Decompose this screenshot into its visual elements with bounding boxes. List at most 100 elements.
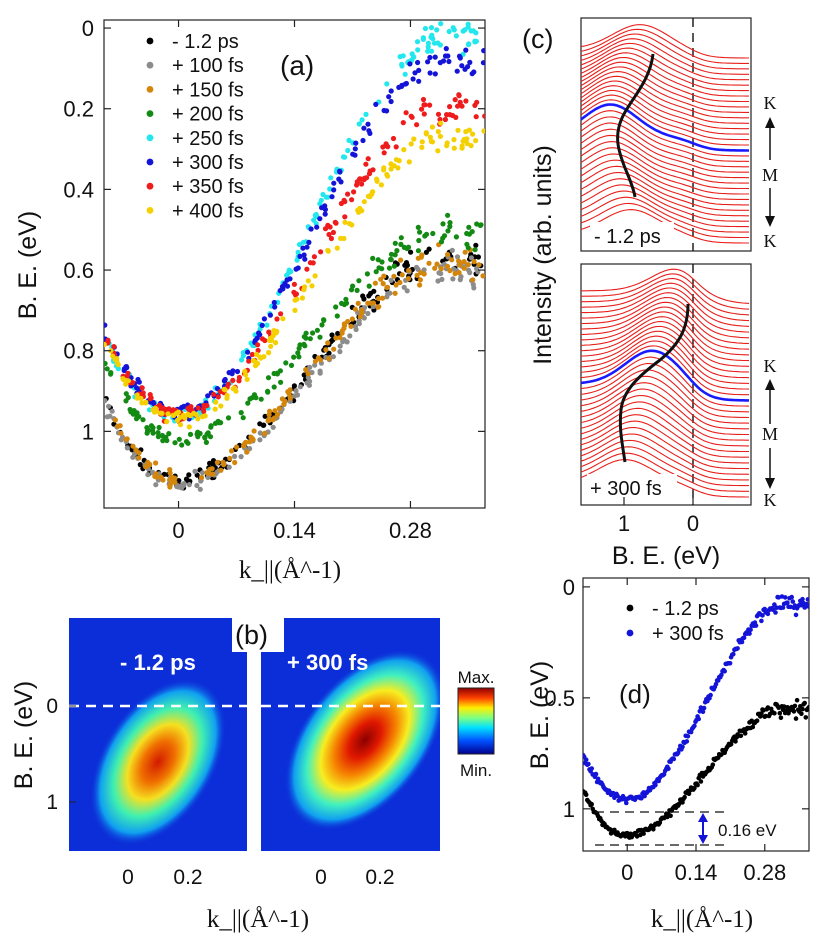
panel-a-point xyxy=(186,472,192,478)
panel-a-point xyxy=(337,349,343,355)
panel-c-top-curve xyxy=(580,99,749,146)
panel-a-point xyxy=(156,402,162,408)
panel-a-point xyxy=(139,385,145,391)
panel-a-point xyxy=(314,224,320,230)
panel-a-point xyxy=(429,139,436,145)
panel-c-bottom-curve xyxy=(580,340,750,390)
panel-a-point xyxy=(312,273,318,279)
panel-a-legend-label: + 300 fs xyxy=(172,152,244,174)
panel-c-top-curve xyxy=(580,202,749,239)
panel-a-point xyxy=(438,266,444,272)
panel-a-point xyxy=(414,272,420,278)
panel-a-point xyxy=(393,144,399,150)
panel-a-point xyxy=(252,338,258,344)
panel-c-top-curve xyxy=(580,56,749,97)
panel-a-point xyxy=(300,239,306,245)
panel-a-point xyxy=(167,467,173,473)
panel-d-point xyxy=(695,782,700,788)
panel-a-point xyxy=(278,379,284,385)
panel-d-point xyxy=(806,704,809,710)
panel-a-point xyxy=(359,117,365,123)
panel-a-point xyxy=(297,384,303,390)
panel-d-point xyxy=(748,627,753,632)
panel-a-point xyxy=(274,412,281,418)
panel-a-point xyxy=(331,187,337,193)
panel-a-point xyxy=(381,273,387,279)
panel-c-bottom-curve xyxy=(580,375,750,424)
panel-a-point xyxy=(213,399,219,405)
panel-a-point xyxy=(179,442,185,448)
panel-a-point xyxy=(104,414,110,420)
panel-a-point xyxy=(202,435,208,441)
panel-a-point xyxy=(363,111,369,117)
panel-a-point xyxy=(307,260,313,266)
panel-a-point xyxy=(400,120,406,126)
panel-a-point xyxy=(341,325,347,331)
panel-d-point xyxy=(800,706,805,712)
panel-a-point xyxy=(459,63,465,69)
panel-a-point xyxy=(229,448,235,454)
panel-c-bottom-curve xyxy=(580,345,749,396)
panel-b-xlabel: k_||(Å^-1) xyxy=(207,906,309,933)
panel-d-legend-marker xyxy=(626,604,634,612)
panel-d-ytick-label: 0 xyxy=(563,575,575,600)
panel-a-point xyxy=(176,436,182,442)
panel-a-point xyxy=(384,171,390,178)
panel-a-point xyxy=(186,482,192,488)
panel-b-map2-xtick-0: 0 xyxy=(315,866,327,889)
panel-a-point xyxy=(414,122,420,128)
panel-c-bottom-tag-bg xyxy=(587,474,677,500)
panel-d-x-axis: 0 0.14 0.28 xyxy=(621,578,786,885)
panel-a-point xyxy=(342,219,348,225)
panel-c-top-curve xyxy=(580,24,749,59)
panel-d-gap-arrowhead-up xyxy=(698,813,708,822)
panel-d-point xyxy=(727,661,733,666)
panel-a-point xyxy=(430,230,436,237)
panel-a-point xyxy=(390,135,397,142)
panel-a-legend-label: + 250 fs xyxy=(172,128,244,150)
panel-d-point xyxy=(772,711,777,716)
panel-a-point xyxy=(438,120,444,126)
panel-a-point xyxy=(434,27,440,33)
panel-b-ylabel: B. E. (eV) xyxy=(10,681,38,789)
panel-a-point xyxy=(399,63,405,69)
panel-a-point xyxy=(356,209,362,215)
panel-c-bottom-frame xyxy=(580,263,752,506)
panel-a-point xyxy=(481,128,485,134)
panel-a-point xyxy=(246,358,252,364)
panel-a-point xyxy=(328,235,334,242)
panel-a-point xyxy=(273,330,279,336)
panel-d-point xyxy=(739,639,745,645)
panel-a-point xyxy=(257,421,263,427)
panel-c-top-curve xyxy=(580,110,749,157)
panel-a-x-axis: 0 0.14 0.28 xyxy=(172,20,432,543)
panel-d-point xyxy=(708,692,713,698)
panel-d-point xyxy=(692,723,697,729)
panel-b-colorbar-max: Max. xyxy=(458,668,495,687)
panel-c-top-curve xyxy=(580,89,749,135)
panel-a-point xyxy=(315,355,321,361)
panel-d-point xyxy=(782,595,788,600)
panel-d-point xyxy=(735,646,740,651)
panel-a-point xyxy=(262,430,268,437)
panel-c-bottom-curve xyxy=(580,356,749,407)
panel-a-point xyxy=(419,252,425,258)
panel-a-point xyxy=(238,410,244,416)
panel-a-point xyxy=(427,134,433,140)
panel-c-top-curve xyxy=(580,134,749,179)
panel-a-point xyxy=(349,197,355,203)
panel-a-point xyxy=(171,412,177,418)
panel-a-point xyxy=(177,422,184,428)
panel-a-point xyxy=(391,273,397,279)
panel-a-point xyxy=(349,316,355,322)
panel-a-point xyxy=(111,344,117,350)
panel-a-point xyxy=(142,464,149,470)
panel-c-bottom-curve xyxy=(581,296,750,339)
panel-a-point xyxy=(332,219,338,225)
panel-a-point xyxy=(403,80,409,87)
panel-a-point xyxy=(477,222,483,228)
panel-a-point xyxy=(301,341,307,347)
panel-d-y-axis: 00.51 xyxy=(544,575,809,822)
panel-a-point xyxy=(140,390,146,396)
panel-a-point xyxy=(350,151,356,157)
